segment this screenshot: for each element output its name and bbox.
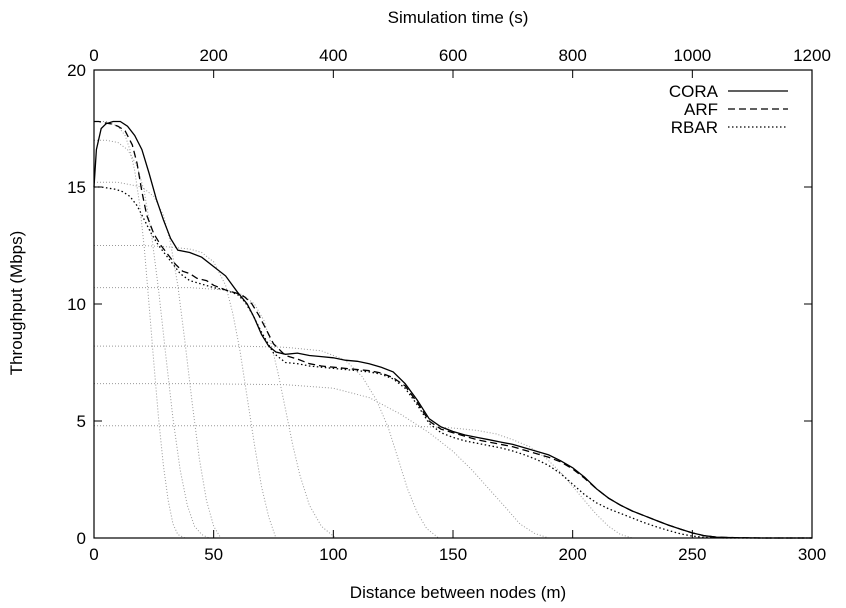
x-axis-bottom: 0 50 100 150 200 250 300 [89,530,826,564]
x-tick-label: 250 [678,545,706,564]
rate-curve-2 [94,181,222,539]
x-tick-label: 0 [89,545,98,564]
x-tick-label: 300 [798,545,826,564]
x-tick-label: 100 [319,545,347,564]
series-line-rbar [94,186,812,539]
rate-curve-0 [94,121,186,539]
x2-tick-label: 1000 [673,46,711,65]
legend-label-cora: CORA [669,82,719,101]
legend-label-rbar: RBAR [671,118,718,137]
rate-curve-4 [94,287,337,539]
y-tick-label: 0 [77,529,86,548]
legend-label-arf: ARF [684,100,718,119]
series-line-arf [94,120,812,539]
x2-tick-label: 1200 [793,46,831,65]
rate-curve-1 [94,139,210,539]
x-tick-label: 150 [439,545,467,564]
y-axis-title: Throughput (Mbps) [7,231,26,376]
plot-frame [93,69,813,539]
rate-curve-7 [94,425,633,539]
y-tick-label: 10 [67,295,86,314]
rate-curve-6 [94,383,549,539]
y-tick-label: 20 [67,61,86,80]
x-axis-title: Distance between nodes (m) [350,583,566,602]
x2-tick-label: 800 [558,46,586,65]
x-tick-label: 50 [204,545,223,564]
legend: CORA ARF RBAR [669,82,788,137]
x2-tick-label: 0 [89,46,98,65]
y-tick-label: 15 [67,178,86,197]
series-line-cora [93,120,812,539]
y-tick-label: 5 [77,412,86,431]
x2-tick-label: 600 [439,46,467,65]
x2-tick-label: 200 [199,46,227,65]
y-axis: 0 5 10 15 20 [67,61,812,548]
x2-axis-title: Simulation time (s) [388,8,529,27]
x2-tick-label: 400 [319,46,347,65]
rate-curves [94,121,633,539]
x-axis-top: 0 200 400 600 800 1000 1200 [89,46,831,78]
data-series [93,120,812,539]
x-tick-label: 200 [558,545,586,564]
